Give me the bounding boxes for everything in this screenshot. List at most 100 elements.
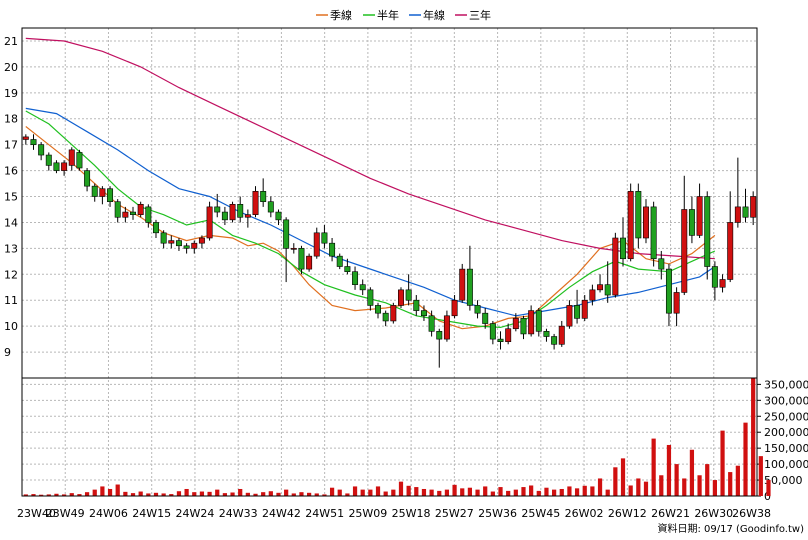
half-year-ma-line — [25, 110, 716, 329]
volume-bar — [276, 492, 281, 496]
volume-bar — [605, 489, 610, 496]
candle-body — [344, 266, 351, 273]
candle-body — [260, 191, 267, 203]
candle-body — [704, 196, 711, 267]
volume-bar — [245, 492, 250, 496]
volume-bar — [582, 485, 587, 496]
volume-bar — [230, 492, 235, 496]
chart-gridlines — [21, 28, 758, 496]
volume-bar — [559, 488, 564, 496]
candle-body — [650, 206, 657, 260]
volume-bar — [628, 485, 633, 496]
plot-frame — [21, 27, 758, 497]
volume-bar — [337, 489, 342, 496]
candle-body — [160, 232, 167, 244]
volume-bar — [307, 492, 312, 496]
candle-body — [321, 232, 328, 244]
volume-bar — [674, 464, 679, 496]
candle-body — [359, 284, 366, 291]
candle-body — [229, 203, 236, 221]
candle-body — [742, 206, 749, 218]
volume-bar — [153, 492, 159, 496]
volume-bar — [728, 472, 733, 496]
candle-body — [84, 170, 91, 187]
candle-body — [145, 206, 152, 223]
volume-bar — [590, 486, 595, 496]
volume-bar — [261, 492, 266, 496]
candle-body — [298, 248, 305, 270]
volume-bar — [161, 493, 166, 496]
candle-body — [635, 191, 642, 239]
candle-body — [566, 305, 573, 327]
candle-body — [237, 203, 244, 218]
volume-bar — [284, 489, 289, 496]
x-tick-label: 26W21 — [651, 507, 690, 520]
volume-bar — [720, 430, 725, 496]
candle-body — [750, 196, 757, 218]
candle-body — [267, 201, 274, 213]
x-tick-label: 24W42 — [262, 507, 301, 520]
volume-bar — [467, 487, 472, 496]
x-tick-label: 26W38 — [732, 507, 771, 520]
volume-bar — [666, 444, 672, 496]
volume-bar — [92, 489, 97, 496]
volume-bar — [130, 493, 136, 496]
legend-label: 半年 — [377, 8, 399, 22]
candle-body — [198, 237, 205, 244]
volume-bar — [23, 494, 28, 496]
volume-bar — [322, 494, 327, 496]
volume-bar — [291, 493, 296, 496]
volume-bar — [207, 491, 212, 496]
x-tick-label: 24W33 — [219, 507, 258, 520]
candle-body — [428, 315, 435, 332]
volume-bar — [360, 489, 365, 496]
volume-bar — [429, 489, 434, 496]
price-tick-label: 21 — [4, 35, 18, 48]
volume-bar — [475, 489, 480, 496]
volume-tick-label: 50,000 — [764, 474, 803, 487]
volume-bar — [743, 422, 748, 496]
candle-body — [734, 206, 741, 223]
price-tick-label: 18 — [4, 113, 18, 126]
volume-tick-label: 300,000 — [764, 394, 808, 407]
volume-bar — [620, 458, 626, 496]
volume-bar — [107, 488, 113, 496]
price-tick-label: 14 — [4, 216, 18, 229]
candle-body — [489, 323, 496, 340]
candle-body — [352, 271, 359, 285]
volume-bar — [460, 488, 465, 496]
chart-legend: 季線 半年 年線 三年 — [316, 8, 491, 22]
candle-body — [474, 305, 481, 314]
candle-body — [436, 331, 443, 340]
volume-bar — [138, 491, 143, 496]
candle-body — [275, 211, 282, 221]
volume-bar — [391, 489, 396, 496]
volume-tick-label: 0 — [764, 490, 771, 503]
volume-bar — [383, 491, 388, 496]
x-tick-label: 25W27 — [435, 507, 474, 520]
volume-bar — [452, 484, 457, 496]
volume-bar — [115, 484, 120, 496]
candle-body — [443, 315, 450, 340]
candle-body — [597, 284, 604, 291]
candle-body — [30, 139, 37, 145]
legend-label: 三年 — [469, 8, 491, 22]
volume-bar — [329, 487, 335, 496]
x-tick-label: 25W45 — [521, 507, 560, 520]
volume-bars — [23, 378, 771, 496]
volume-tick-label: 200,000 — [764, 426, 808, 439]
volume-bar — [69, 493, 74, 496]
volume-bar — [766, 480, 771, 496]
x-tick-label: 24W51 — [305, 507, 344, 520]
volume-bar — [169, 494, 174, 496]
x-tick-label: 25W09 — [348, 507, 387, 520]
candle-body — [482, 312, 489, 324]
plot-border — [21, 27, 758, 497]
volume-bar — [437, 490, 442, 496]
candle-body — [512, 318, 519, 330]
candle-body — [168, 240, 175, 244]
candle-body — [206, 206, 213, 239]
volume-axis-ticks: 0 50,000 100,000 150,000 200,000 250,000 300,0… — [757, 378, 808, 503]
volume-bar — [751, 378, 756, 496]
candle-body — [130, 211, 136, 215]
